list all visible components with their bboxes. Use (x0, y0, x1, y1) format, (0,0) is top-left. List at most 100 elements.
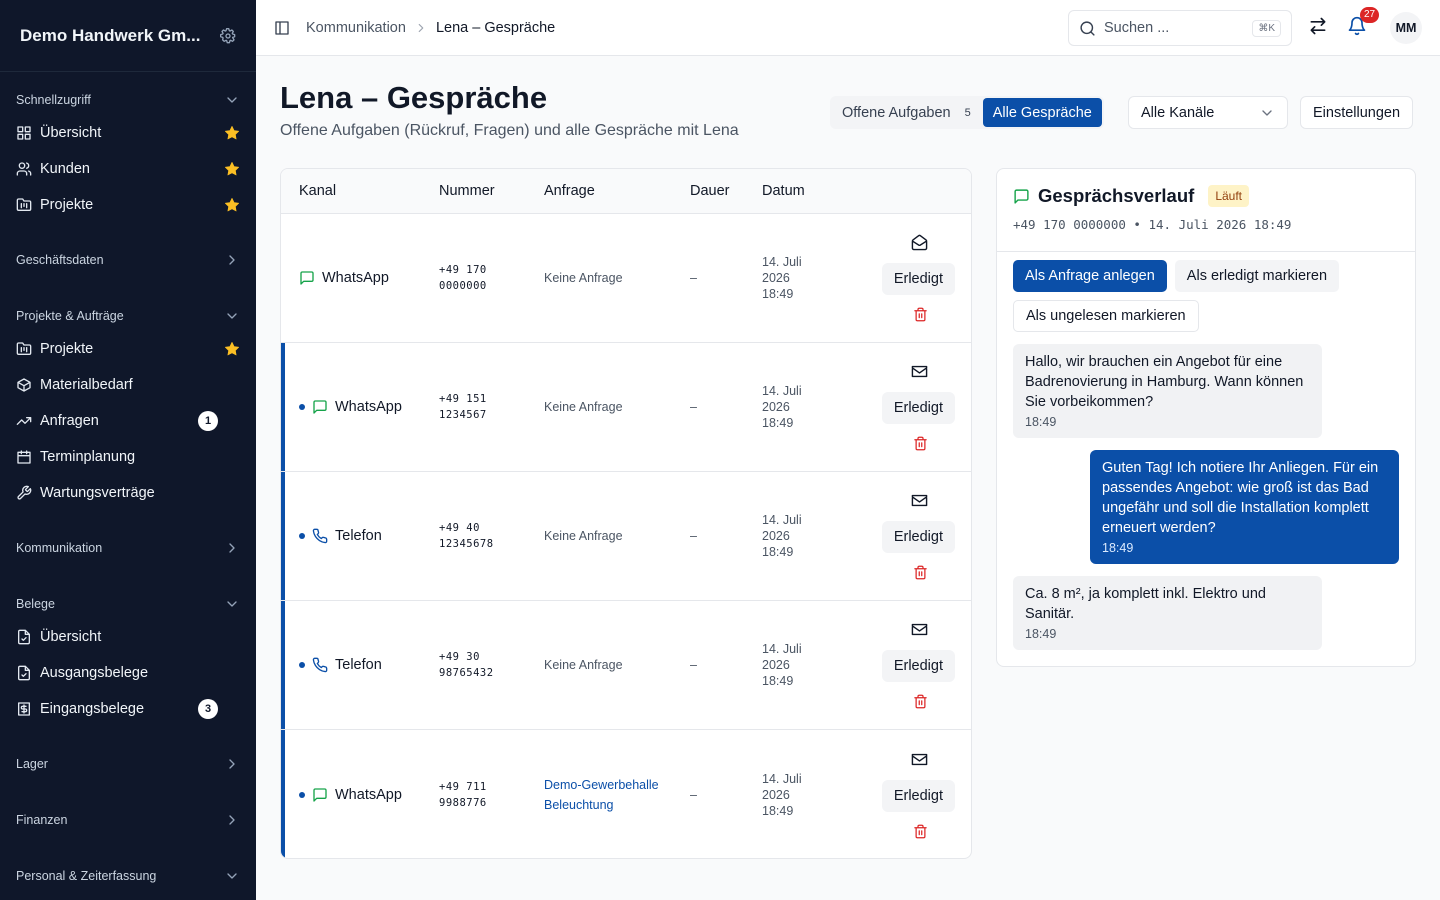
icon-shape (911, 234, 928, 251)
icon-trash[interactable] (913, 307, 928, 322)
icon-phone (312, 657, 328, 673)
section-header[interactable]: Belege (0, 596, 256, 612)
icon-trash[interactable] (913, 436, 928, 451)
company-name: Demo Handwerk Gm... (20, 25, 201, 45)
nav-item[interactable]: Ausgangsbelege (0, 655, 256, 691)
channel-filter[interactable]: Alle Kanäle (1128, 96, 1288, 129)
nav-item[interactable]: Eingangsbelege 3 (0, 691, 256, 727)
nav-item[interactable]: Kunden (0, 151, 256, 187)
message-time: 18:49 (1025, 627, 1057, 641)
number-cell: +49 151 1234567 (439, 391, 544, 423)
column-header: Anfrage (544, 183, 595, 199)
icon-shape (312, 528, 328, 544)
column-header: Dauer (690, 183, 730, 199)
table-row[interactable]: WhatsApp +49 151 1234567 Keine Anfrage – 14.… (281, 343, 971, 472)
table-row[interactable]: Telefon +49 40 12345678 Keine Anfrage – 14. … (281, 472, 971, 601)
nav-label: Terminplanung (40, 449, 136, 465)
view-tab[interactable]: Alle Gespräche (982, 98, 1102, 127)
switch-icon[interactable] (1308, 16, 1328, 36)
channel-name: Telefon (335, 528, 382, 544)
icon-shape (18, 665, 30, 681)
action-button[interactable]: Als Anfrage anlegen (1013, 260, 1167, 292)
done-button[interactable]: Erledigt (881, 521, 955, 553)
section-header[interactable]: Geschäftsdaten (0, 252, 256, 268)
nav-item[interactable]: Projekte (0, 187, 256, 223)
settings-button[interactable]: Einstellungen (1300, 96, 1414, 129)
settings-icon[interactable] (220, 27, 236, 44)
icon-mailopen[interactable] (911, 234, 928, 251)
nav-item[interactable]: Anfragen 1 (0, 403, 256, 439)
section-header[interactable]: Personal & Zeiterfassung (0, 868, 256, 884)
table-row[interactable]: WhatsApp +49 711 9988776 Demo-Gewerbehalle… (281, 730, 971, 858)
breadcrumb-item[interactable]: Kommunikation (306, 19, 406, 36)
icon-shape (1080, 20, 1095, 36)
nav-label: Übersicht (40, 125, 102, 141)
search-box[interactable]: Suchen ... ⌘K (1068, 10, 1292, 46)
actions-cell: Erledigt (872, 621, 971, 709)
icon-mail[interactable] (911, 363, 928, 380)
section-title: Geschäftsdaten (16, 253, 104, 267)
icon-shape (914, 694, 927, 709)
filter-label: Alle Kanäle (1141, 104, 1215, 121)
icon-trash[interactable] (913, 694, 928, 709)
action-button[interactable]: Als erledigt markieren (1174, 260, 1340, 292)
icon-shape (225, 342, 239, 356)
section-header[interactable]: Lager (0, 756, 256, 772)
nav-section: Finanzen (0, 792, 256, 848)
number-cell: +49 711 9988776 (439, 779, 544, 811)
section-title: Projekte & Aufträge (16, 309, 124, 323)
nav-item[interactable]: Wartungsverträge (0, 475, 256, 511)
action-button[interactable]: Als ungelesen markieren (1013, 300, 1199, 332)
icon-shape (911, 494, 928, 507)
message: Hallo, wir brauchen ein Angebot für eine… (1013, 344, 1322, 438)
icon-right (229, 255, 235, 265)
section-header[interactable]: Projekte & Aufträge (0, 308, 256, 324)
request[interactable]: Demo-Gewerbehalle Beleuchtung (544, 777, 659, 812)
done-button[interactable]: Erledigt (881, 779, 955, 812)
icon-shape (227, 601, 237, 607)
nav-item[interactable]: Materialbedarf (0, 367, 256, 403)
date-cell: 14. Juli 2026 18:49 (762, 512, 872, 560)
unread-dot (299, 662, 305, 668)
icon-mail[interactable] (911, 492, 928, 509)
view-tab[interactable]: Offene Aufgaben 5 (832, 98, 981, 127)
message: Ca. 8 m², ja komplett inkl. Elektro und … (1013, 576, 1322, 650)
message: Guten Tag! Ich notiere Ihr Anliegen. Für… (1090, 450, 1399, 564)
section-header[interactable]: Schnellzugriff (0, 92, 256, 108)
done-button[interactable]: Erledigt (881, 263, 955, 295)
icon-star (225, 342, 239, 356)
channel-cell: WhatsApp (281, 787, 439, 803)
icon-down (227, 313, 237, 319)
icon-right (229, 815, 235, 825)
section-header[interactable]: Kommunikation (0, 540, 256, 556)
table-header: Kanal Nummer Anfrage Dauer Datum (281, 169, 971, 214)
icon-trash[interactable] (913, 565, 928, 580)
avatar[interactable]: MM (1390, 12, 1422, 44)
date-cell: 14. Juli 2026 18:49 (762, 383, 872, 431)
date-cell: 14. Juli 2026 18:49 (762, 641, 872, 689)
topbar: Kommunikation Lena – Gespräche Suchen ...… (256, 0, 1440, 56)
section-header[interactable]: Finanzen (0, 812, 256, 828)
nav-label: Übersicht (40, 629, 102, 645)
column-header: Nummer (439, 183, 495, 199)
icon-mail[interactable] (911, 621, 928, 638)
nav-item[interactable]: Projekte (0, 331, 256, 367)
nav-label: Ausgangsbelege (40, 665, 149, 681)
sidebar: Demo Handwerk Gm... Schnellzugriff Übersi… (0, 0, 256, 900)
sidebar-toggle[interactable] (274, 20, 290, 36)
icon-trash[interactable] (913, 824, 928, 839)
done-button[interactable]: Erledigt (881, 650, 955, 682)
icon-mail[interactable] (911, 751, 928, 768)
table-row[interactable]: WhatsApp +49 170 0000000 Keine Anfrage – 14.… (281, 214, 971, 343)
notifications-icon[interactable] (1347, 16, 1367, 36)
icon-star (225, 198, 239, 212)
nav-item[interactable]: Terminplanung (0, 439, 256, 475)
done-button[interactable]: Erledigt (881, 392, 955, 424)
icon-file (18, 665, 30, 681)
table-row[interactable]: Telefon +49 30 98765432 Keine Anfrage – 14. … (281, 601, 971, 730)
nav-section: Kommunikation (0, 520, 256, 576)
nav-item[interactable]: Übersicht (0, 619, 256, 655)
icon-chat (300, 271, 314, 285)
nav-item[interactable]: Übersicht (0, 115, 256, 151)
nav-section: Belege Übersicht Ausgangsbelege Eingangsbel… (0, 576, 256, 736)
